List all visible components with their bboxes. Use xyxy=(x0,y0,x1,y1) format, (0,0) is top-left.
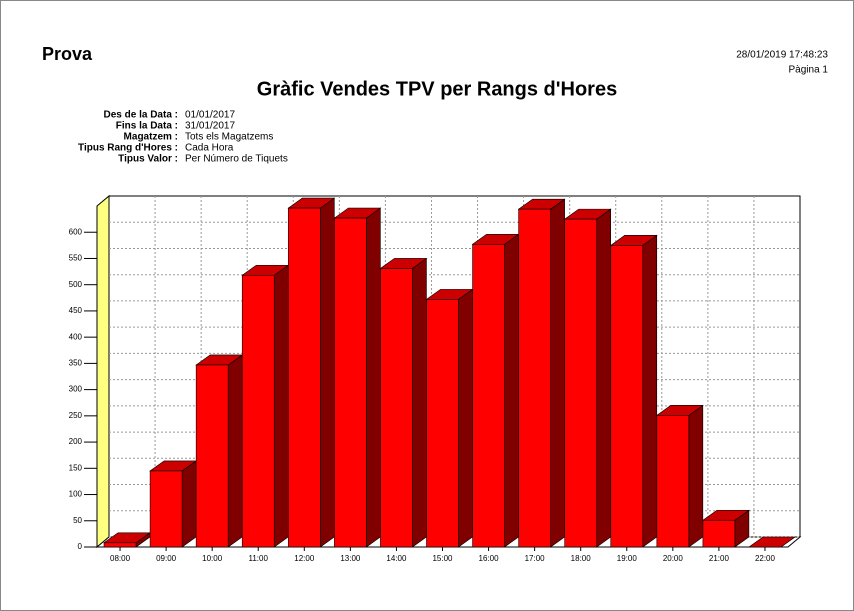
bar-side xyxy=(319,197,335,548)
filter-value: Tots els Magatzems xyxy=(185,132,273,143)
filter-value: 31/01/2017 xyxy=(185,121,235,132)
bar-front xyxy=(334,217,367,548)
filter-value: 01/01/2017 xyxy=(185,110,235,121)
y-tick-label: 600 xyxy=(69,227,83,236)
bar-side xyxy=(596,208,612,548)
bar-front xyxy=(380,268,413,548)
bar-front xyxy=(149,470,183,548)
bar xyxy=(471,233,520,548)
bar xyxy=(425,288,474,548)
y-tick-label: 550 xyxy=(69,254,83,263)
y-tick-label: 100 xyxy=(69,490,83,499)
bar-front xyxy=(610,245,644,548)
y-tick-label: 350 xyxy=(69,358,83,367)
y-tick-label: 400 xyxy=(69,332,83,341)
bar-side xyxy=(366,207,381,548)
y-tick-label: 150 xyxy=(69,463,83,472)
x-tick-label: 13:00 xyxy=(340,554,361,563)
bar-side xyxy=(273,264,289,548)
x-tick-label: 21:00 xyxy=(709,554,730,563)
filter-value: Cada Hora xyxy=(185,143,234,154)
bar-front xyxy=(702,519,736,548)
bar xyxy=(287,197,336,548)
bar xyxy=(517,198,566,548)
bar-front xyxy=(103,542,137,548)
x-tick-label: 17:00 xyxy=(525,554,546,563)
x-tick-label: 22:00 xyxy=(755,554,776,563)
bar-front xyxy=(518,208,551,548)
bar xyxy=(241,264,290,548)
filter-label: Tipus Rang d'Hores : xyxy=(78,143,178,154)
filter-label: Fins la Data : xyxy=(116,121,178,132)
x-tick-label: 11:00 xyxy=(249,554,269,563)
bar-front xyxy=(241,274,275,548)
bar xyxy=(701,509,750,548)
bar xyxy=(748,536,796,548)
report-title: Prova xyxy=(42,44,93,64)
bar xyxy=(379,257,428,548)
x-tick-label: 18:00 xyxy=(571,554,592,563)
x-tick-label: 09:00 xyxy=(156,554,177,563)
filter-label: Des de la Data : xyxy=(104,110,178,121)
report-page-number: Pàgina 1 xyxy=(789,65,829,76)
x-tick-label: 12:00 xyxy=(294,554,315,563)
bar xyxy=(149,460,198,548)
bar-side xyxy=(181,460,197,548)
y-tick-label: 250 xyxy=(69,411,83,420)
bar-front xyxy=(564,218,598,548)
bar-side xyxy=(227,354,243,548)
bar-side xyxy=(504,233,519,548)
bar-side xyxy=(412,257,427,548)
y-tick-label: 200 xyxy=(69,437,83,446)
bar-side xyxy=(642,234,658,548)
chart-title: Gràfic Vendes TPV per Rangs d'Hores xyxy=(257,78,617,100)
y-tick-label: 300 xyxy=(69,385,83,394)
x-tick-label: 20:00 xyxy=(663,554,684,563)
bar-side xyxy=(550,198,565,548)
y-tick-label: 0 xyxy=(78,542,83,551)
left-wall xyxy=(96,194,110,549)
bar-top xyxy=(748,536,796,548)
bar-front xyxy=(426,299,459,548)
bar-front xyxy=(472,243,505,548)
x-tick-label: 14:00 xyxy=(386,554,407,563)
bar-side xyxy=(688,404,704,548)
filter-value: Per Número de Tiquets xyxy=(185,154,288,165)
y-tick-label: 50 xyxy=(73,516,82,525)
bar-front xyxy=(195,364,229,548)
x-tick-label: 15:00 xyxy=(432,554,453,563)
bar-side xyxy=(458,288,473,548)
bar xyxy=(333,207,382,548)
bar xyxy=(609,234,658,548)
filter-label: Magatzem : xyxy=(124,132,178,143)
x-tick-label: 08:00 xyxy=(110,554,131,563)
bar-front xyxy=(656,415,690,548)
x-tick-label: 19:00 xyxy=(617,554,638,563)
bar xyxy=(655,404,704,548)
bar xyxy=(563,208,612,548)
y-tick-label: 500 xyxy=(69,280,83,289)
bar xyxy=(103,532,151,548)
x-tick-label: 16:00 xyxy=(479,554,500,563)
report-datetime: 28/01/2019 17:48:23 xyxy=(736,50,828,61)
bar-front xyxy=(287,207,321,548)
x-tick-label: 10:00 xyxy=(202,554,223,563)
y-tick-label: 450 xyxy=(69,306,83,315)
bar xyxy=(195,354,244,548)
filter-label: Tipus Valor : xyxy=(118,154,178,165)
